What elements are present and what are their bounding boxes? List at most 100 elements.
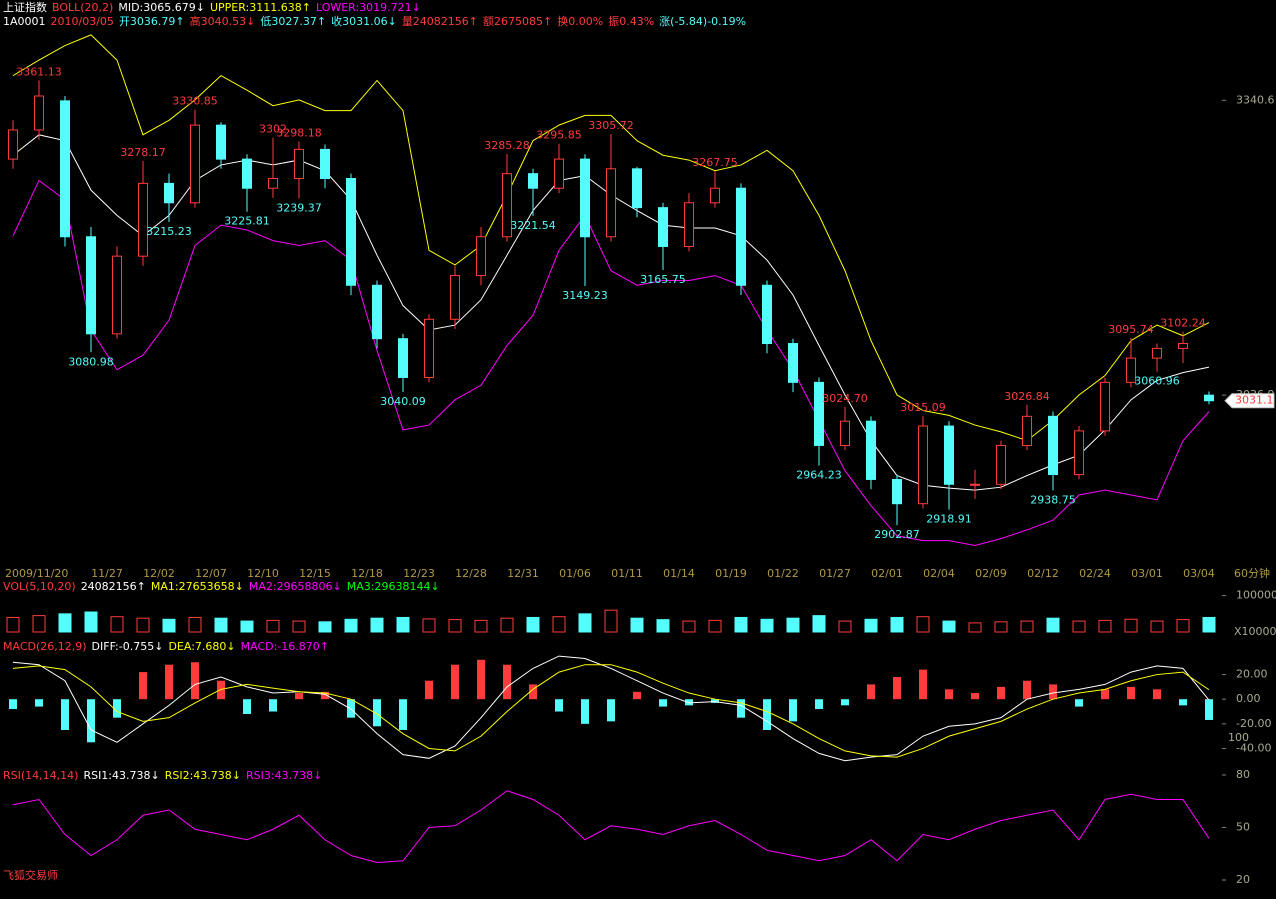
- x-tick-label: 01/22: [767, 567, 799, 580]
- candle-body: [606, 168, 616, 238]
- macd-bar: [165, 664, 173, 700]
- volume-bar: [422, 618, 436, 633]
- low-label: 3165.75: [640, 273, 686, 286]
- candle-body: [450, 275, 460, 320]
- x-tick-label: 01/06: [559, 567, 591, 580]
- low-label: 3149.23: [562, 289, 608, 302]
- candle-body: [138, 182, 148, 257]
- volume-bar: [58, 613, 72, 633]
- macd-bar: [9, 699, 17, 710]
- legend-item: MACD:-16.870↑: [241, 640, 329, 653]
- volume-bar: [838, 620, 852, 633]
- candle-body: [1152, 347, 1162, 359]
- candle-body: [1100, 381, 1110, 432]
- candle-body: [892, 478, 902, 505]
- candle-body: [242, 158, 252, 189]
- macd-bar: [477, 659, 485, 700]
- candle-body: [684, 202, 694, 247]
- candle-body: [658, 207, 668, 247]
- candle-body: [190, 124, 200, 204]
- x-tick-label: 12/10: [247, 567, 279, 580]
- candle-body: [762, 284, 772, 345]
- volume-bar: [136, 617, 150, 633]
- candle-body: [944, 425, 954, 485]
- legend-item: 振0.43%: [608, 14, 654, 28]
- macd-bar: [919, 669, 927, 700]
- candle-body: [372, 284, 382, 340]
- x-tick-label: 02/12: [1027, 567, 1059, 580]
- x-tick-label: 02/04: [923, 567, 955, 580]
- high-label: 3024.70: [822, 392, 868, 405]
- volume-bar: [1124, 618, 1138, 633]
- footer: 飞狐交易师: [3, 868, 58, 882]
- macd-bar: [581, 699, 589, 724]
- macd-bar: [1205, 699, 1213, 720]
- y-tick-label: -40.00: [1236, 741, 1271, 754]
- legend-item: MA1:27653658↓: [151, 580, 244, 593]
- low-label: 3080.98: [68, 355, 114, 368]
- candle-body: [814, 381, 824, 446]
- volume-bar: [448, 619, 462, 633]
- candle-body: [216, 124, 226, 160]
- candle-body: [1074, 430, 1084, 476]
- volume-bar: [344, 618, 358, 633]
- macd-bar: [633, 691, 641, 700]
- x-tick-label: 03/01: [1131, 567, 1163, 580]
- high-label: 3361.13: [16, 65, 62, 78]
- unit-label: X10000: [1234, 625, 1276, 638]
- volume-bar: [32, 615, 46, 633]
- legend-item: 额2675085↑: [483, 15, 552, 28]
- macd-bar: [425, 680, 433, 700]
- x-tick-label: 02/24: [1079, 567, 1111, 580]
- y-tick-label: 100000: [1236, 589, 1276, 602]
- candle-body: [918, 425, 928, 505]
- legend-item: 开3036.79↑: [119, 15, 185, 28]
- x-tick-label: 2009/11/20: [5, 567, 68, 580]
- legend-item: MACD(26,12,9): [3, 640, 87, 653]
- macd-bar: [711, 699, 719, 703]
- y-tick-label: 50: [1236, 821, 1250, 834]
- legend-item: 上证指数: [3, 0, 47, 14]
- high-label: 3305.72: [588, 119, 634, 132]
- legend-item: RSI1:43.738↓: [83, 769, 159, 782]
- candle-body: [34, 95, 44, 131]
- macd-bar: [321, 691, 329, 700]
- volume-bar: [552, 616, 566, 633]
- legend-item: 2010/03/05: [51, 15, 114, 28]
- volume-bar: [6, 616, 20, 633]
- macd-bar: [607, 699, 615, 722]
- x-tick-label: 12/23: [403, 567, 435, 580]
- macd-bar: [503, 664, 511, 700]
- volume-bar: [266, 619, 280, 633]
- volume-bar: [474, 619, 488, 633]
- x-tick-label: 01/27: [819, 567, 851, 580]
- legend-item: LOWER:3019.721↓: [316, 1, 421, 14]
- candle-body: [970, 483, 980, 486]
- candle-body: [502, 173, 512, 238]
- volume-bar: [1150, 620, 1164, 633]
- y-tick-label: 20: [1236, 873, 1250, 886]
- x-tick-label: 12/18: [351, 567, 383, 580]
- high-label: 3278.17: [120, 146, 166, 159]
- candle-body: [1126, 357, 1136, 383]
- volume-bar: [188, 616, 202, 633]
- low-label: 2902.87: [874, 528, 920, 541]
- macd-bar: [867, 684, 875, 700]
- volume-bar: [578, 613, 592, 633]
- volume-bar: [500, 617, 514, 633]
- high-label: 3285.28: [484, 139, 530, 152]
- volume-bar: [370, 617, 384, 633]
- candle-body: [424, 318, 434, 379]
- macd-bar: [191, 662, 199, 700]
- volume-bar: [708, 619, 722, 633]
- volume-bar: [214, 617, 228, 633]
- macd-bar: [217, 680, 225, 700]
- candle-body: [866, 420, 876, 480]
- candle-body: [294, 148, 304, 180]
- volume-bar: [968, 622, 982, 633]
- macd-bar: [945, 689, 953, 700]
- legend-item: 低3027.37↑: [260, 15, 326, 28]
